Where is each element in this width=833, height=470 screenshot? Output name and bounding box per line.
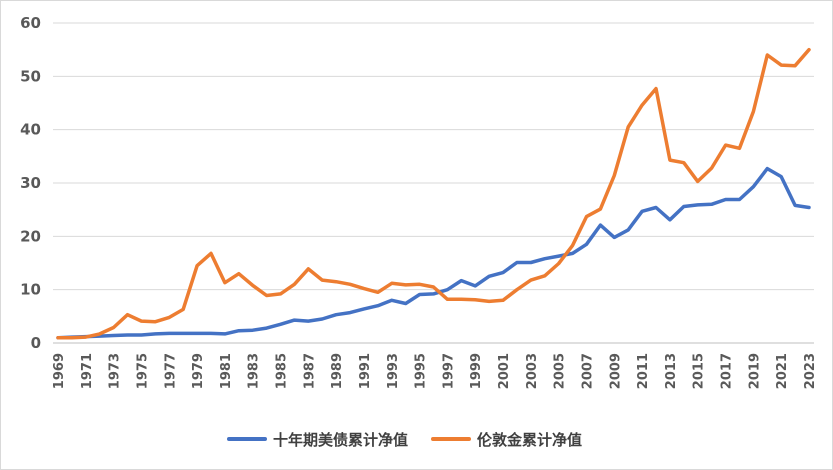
- x-tick-label: 1979: [191, 353, 206, 389]
- x-tick-label: 1991: [358, 353, 373, 389]
- y-tick-label: 30: [20, 174, 41, 192]
- x-tick-label: 1969: [52, 353, 67, 389]
- x-tick-label: 1971: [80, 353, 95, 389]
- y-tick-label: 20: [20, 227, 41, 245]
- x-tick-label: 1993: [386, 353, 401, 389]
- x-tick-label: 1989: [330, 353, 345, 389]
- x-tick-label: 2003: [525, 353, 540, 389]
- x-tick-label: 1985: [275, 353, 290, 389]
- y-axis-ticks: 0 10 20 30 40 50 60: [20, 14, 41, 352]
- gridlines: [53, 22, 814, 344]
- x-axis-ticks: 1969 1971 1973 1975 1977 1979 1981 1983 1985 1987…: [52, 353, 818, 389]
- x-tick-label: 2005: [553, 353, 568, 389]
- x-tick-label: 1983: [247, 353, 262, 389]
- x-tick-label: 2019: [747, 353, 762, 389]
- x-tick-label: 2011: [636, 353, 651, 389]
- x-tick-label: 1977: [163, 353, 178, 389]
- x-tick-label: 2001: [497, 353, 512, 389]
- x-tick-label: 1995: [414, 353, 429, 389]
- x-tick-label: 2007: [580, 353, 595, 389]
- y-tick-label: 0: [31, 334, 41, 352]
- x-tick-label: 2009: [608, 353, 623, 389]
- x-tick-label: 2013: [664, 353, 679, 389]
- y-tick-label: 50: [20, 67, 41, 85]
- series-line-1: [56, 166, 811, 340]
- x-tick-label: 2021: [775, 353, 790, 389]
- legend-label: 十年期美债累计净值: [273, 431, 408, 449]
- series-line-2: [56, 47, 811, 340]
- x-tick-label: 1997: [441, 353, 456, 389]
- x-tick-label: 1973: [108, 353, 123, 389]
- series-lines: [56, 47, 811, 340]
- x-tick-label: 1975: [135, 353, 150, 389]
- x-tick-label: 2017: [720, 353, 735, 389]
- x-tick-label: 1981: [219, 353, 234, 389]
- legend-label: 伦敦金累计净值: [477, 431, 582, 449]
- y-tick-label: 40: [20, 121, 41, 139]
- x-tick-label: 2015: [692, 353, 707, 389]
- x-tick-label: 1999: [469, 353, 484, 389]
- x-tick-label: 2023: [803, 353, 818, 389]
- legend: 十年期美债累计净值 伦敦金累计净值: [227, 431, 582, 449]
- y-tick-label: 60: [20, 14, 41, 32]
- x-tick-label: 1987: [302, 353, 317, 389]
- y-tick-label: 10: [20, 281, 41, 299]
